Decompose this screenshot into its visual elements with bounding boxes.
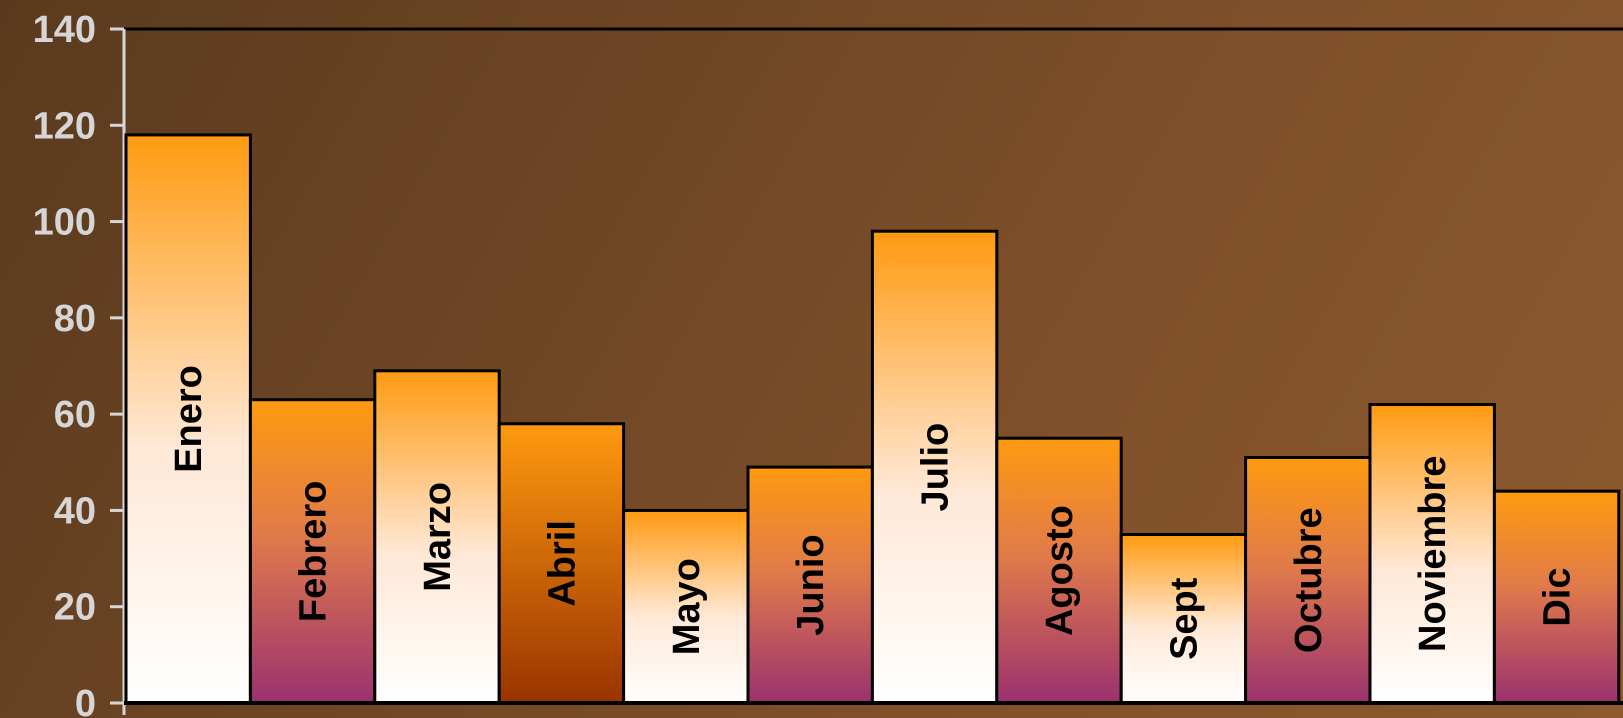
bar-abril: [497, 422, 626, 705]
bar-label-marzo: Marzo: [417, 482, 459, 592]
y-tick-label: 0: [75, 683, 96, 718]
bar-label-abril: Abril: [541, 520, 583, 607]
bar-label-enero: Enero: [168, 365, 210, 473]
bar-dic: [1492, 489, 1621, 705]
bar-label-julio: Julio: [915, 423, 957, 512]
bar-noviembre: [1368, 403, 1496, 705]
bar-sept: [1119, 533, 1248, 705]
bar-junio: [746, 465, 874, 705]
bar-mayo: [622, 508, 750, 705]
bars: [124, 133, 1623, 705]
y-axis: 0 20 40 60 80 100 120 140: [33, 9, 126, 718]
bar-label-octubre: Octubre: [1288, 507, 1330, 653]
bar-label-sept: Sept: [1163, 577, 1205, 660]
y-tick-label: 60: [54, 394, 96, 436]
bar-label-junio: Junio: [790, 534, 832, 635]
bar-labels: Enero Febrero Marzo Abril Mayo Junio Julio Agos…: [168, 365, 1578, 660]
y-tick-label: 40: [54, 490, 96, 532]
y-tick-label: 140: [33, 9, 96, 51]
bar-febrero: [248, 398, 377, 705]
bar-octubre: [1244, 455, 1372, 705]
y-tick-label: 120: [33, 105, 96, 147]
bar-label-mayo: Mayo: [666, 558, 708, 655]
bar-agosto: [995, 436, 1123, 705]
y-tick-label: 80: [54, 298, 96, 340]
bar-label-noviembre: Noviembre: [1412, 456, 1454, 652]
y-tick-label: 100: [33, 202, 96, 244]
bar-label-febrero: Febrero: [293, 481, 335, 622]
bar-julio: [870, 229, 999, 705]
y-tick-label: 20: [54, 587, 96, 629]
bar-label-agosto: Agosto: [1039, 505, 1081, 636]
bar-label-dic: Dic: [1537, 568, 1579, 627]
